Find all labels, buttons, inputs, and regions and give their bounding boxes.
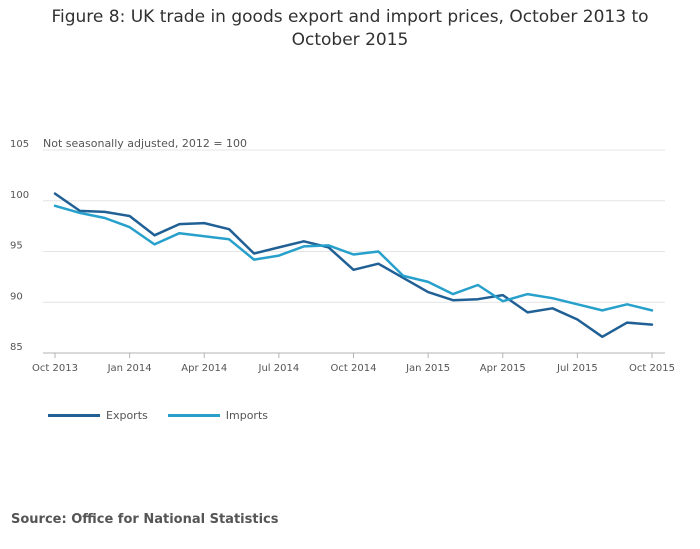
series-lines — [53, 192, 654, 339]
chart-title: Figure 8: UK trade in goods export and i… — [51, 7, 649, 50]
x-tick-label: Oct 2014 — [331, 363, 377, 374]
x-tick-label: Oct 2015 — [629, 363, 675, 374]
x-axis: Oct 2013 Jan 2014 Apr 2014 Jul 2014 Oct 2014… — [32, 353, 675, 374]
x-tick-label: Apr 2014 — [181, 363, 227, 374]
legend-item-exports[interactable]: Exports — [48, 409, 148, 422]
source-note: Source: Office for National Statistics — [11, 512, 279, 527]
y-tick-label: 100 — [10, 190, 29, 201]
chart-subtitle: Not seasonally adjusted, 2012 = 100 — [43, 137, 247, 150]
x-tick-label: Jul 2015 — [556, 363, 598, 374]
y-tick-label: 90 — [10, 291, 23, 302]
legend-label-imports: Imports — [225, 409, 268, 422]
series-line-exports[interactable] — [53, 192, 654, 339]
x-tick-label: Jan 2015 — [405, 363, 450, 374]
x-tick-label: Apr 2015 — [480, 363, 526, 374]
legend-item-imports[interactable]: Imports — [167, 409, 268, 422]
series-line-imports[interactable] — [53, 204, 654, 312]
y-tick-label: 95 — [10, 241, 23, 252]
y-tick-label: 85 — [10, 342, 23, 353]
line-chart: Not seasonally adjusted, 2012 = 100 85 90… — [10, 137, 675, 374]
legend-label-exports: Exports — [106, 409, 148, 422]
legend-swatch-imports — [167, 414, 220, 417]
x-tick-label: Jan 2014 — [107, 363, 152, 374]
x-tick-label: Oct 2013 — [32, 363, 78, 374]
x-tick-label: Jul 2014 — [258, 363, 300, 374]
y-tick-label: 105 — [10, 139, 29, 150]
legend: Exports Imports — [48, 409, 288, 422]
y-axis: 85 90 95 100 105 — [10, 139, 29, 353]
gridlines — [43, 149, 665, 354]
legend-swatch-exports — [48, 414, 100, 417]
